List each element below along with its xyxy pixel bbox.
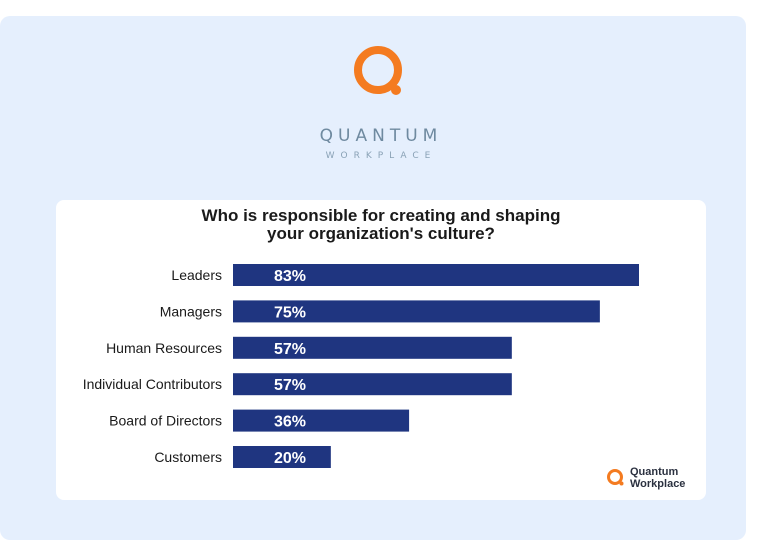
bar-leaders xyxy=(233,264,639,286)
chart-title-line-2: your organization's culture? xyxy=(267,224,495,243)
category-label: Customers xyxy=(154,449,222,465)
bar-individual-contributors xyxy=(233,373,512,396)
brand-name: QUANTUM xyxy=(319,126,443,146)
brand-header xyxy=(0,0,746,180)
value-label: 57% xyxy=(274,377,306,394)
category-label: Individual Contributors xyxy=(83,376,222,392)
chart-title-line-1: Who is responsible for creating and shap… xyxy=(201,206,561,225)
category-label: Human Resources xyxy=(106,340,222,356)
bar-human-resources xyxy=(233,336,512,359)
bar-managers xyxy=(233,300,600,323)
category-label: Managers xyxy=(160,303,222,319)
value-label: 20% xyxy=(274,450,306,467)
chart-title: Who is responsible for creating and shap… xyxy=(56,207,706,243)
brand-tagline: WORKPLACE xyxy=(325,151,437,161)
quantum-logo-icon xyxy=(354,46,402,95)
value-label: 57% xyxy=(274,341,306,358)
footer-brand-line-2: Workplace xyxy=(630,478,686,490)
footer-brand: Quantum Workplace xyxy=(606,464,706,492)
bar-board-of-directors xyxy=(233,409,410,432)
footer-brand-line-1: Quantum xyxy=(630,466,679,478)
bar-customers xyxy=(233,446,331,468)
category-label: Board of Directors xyxy=(109,413,222,429)
category-label: Leaders xyxy=(171,267,222,283)
value-label: 75% xyxy=(274,304,306,321)
value-label: 36% xyxy=(274,414,306,431)
value-label: 83% xyxy=(274,268,306,285)
quantum-footer-logo-icon xyxy=(607,469,624,486)
